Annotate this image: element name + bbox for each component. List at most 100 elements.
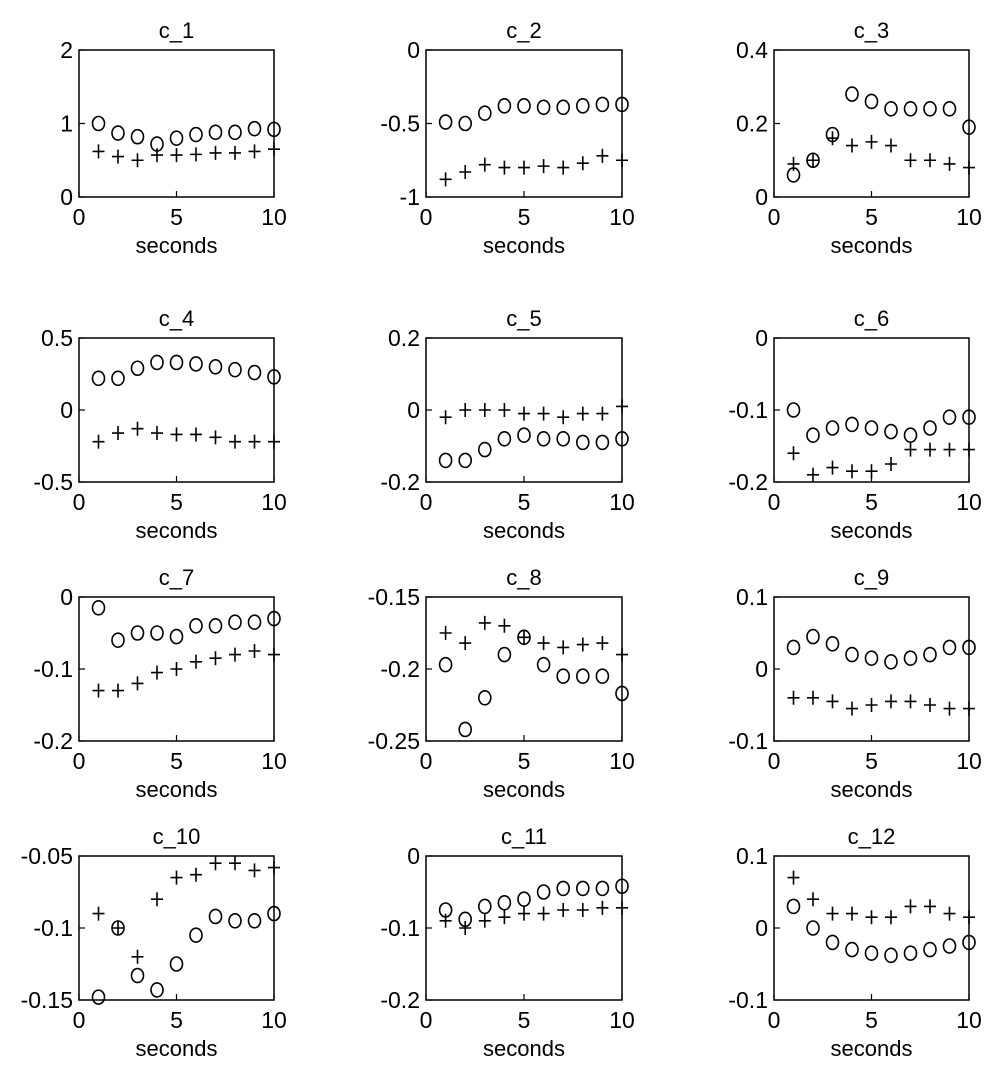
x-tick-label: 0 xyxy=(73,748,86,774)
plus-marker xyxy=(885,138,897,153)
circle-marker xyxy=(903,101,918,117)
circle-marker xyxy=(208,124,223,141)
plus-marker xyxy=(943,701,956,716)
axes-frame xyxy=(773,596,970,742)
plus-marker xyxy=(112,921,124,935)
x-tick-label: 5 xyxy=(865,489,878,515)
y-tick-label: -0.2 xyxy=(728,469,768,495)
x-tick-label: 5 xyxy=(170,748,183,774)
x-tick-label: 5 xyxy=(518,1007,531,1033)
plus-marker xyxy=(439,410,452,425)
plus-marker xyxy=(478,913,491,928)
subplot-title: c_5 xyxy=(506,306,541,331)
plus-marker xyxy=(787,156,800,171)
circle-marker xyxy=(923,101,937,117)
circle-marker xyxy=(130,625,145,641)
circle-marker xyxy=(595,880,610,897)
circle-marker xyxy=(615,430,629,447)
plus-marker xyxy=(209,651,222,666)
plus-marker xyxy=(170,662,183,676)
x-axis-label: seconds xyxy=(831,518,913,543)
plus-marker xyxy=(459,165,472,180)
plus-marker xyxy=(807,892,819,907)
subplot-title: c_12 xyxy=(848,824,896,849)
subplot-c-8: c_8 0 5 10 -0.25 -0.2 -0.15 seconds xyxy=(368,565,635,802)
plus-marker xyxy=(576,637,589,652)
circle-marker xyxy=(169,956,184,972)
circle-marker xyxy=(845,941,859,958)
plus-marker xyxy=(616,647,628,662)
plus-marker xyxy=(557,160,570,175)
plus-marker xyxy=(826,131,839,146)
y-tick-label: -0.5 xyxy=(33,469,73,495)
y-tick-label: 0 xyxy=(755,184,768,210)
plus-marker xyxy=(596,636,609,651)
circle-marker xyxy=(477,105,492,122)
x-tick-label: 10 xyxy=(261,748,287,774)
plus-marker xyxy=(229,145,241,160)
circle-marker xyxy=(595,96,610,113)
x-tick-label: 10 xyxy=(609,489,635,515)
plus-marker xyxy=(248,644,261,658)
y-tick-label: 0 xyxy=(407,843,420,869)
plus-marker xyxy=(943,156,956,171)
circle-marker xyxy=(615,685,629,702)
plus-marker xyxy=(439,626,452,640)
plus-marker xyxy=(229,647,241,662)
plus-marker xyxy=(268,647,280,662)
circle-marker xyxy=(536,99,551,116)
y-tick-label: 0 xyxy=(407,37,420,63)
subplot-c-7: c_7 0 5 10 -0.2 -0.1 0 seconds xyxy=(33,565,286,802)
plus-marker xyxy=(963,442,975,457)
circle-marker xyxy=(825,934,840,951)
plus-marker xyxy=(498,160,511,175)
circle-marker xyxy=(111,125,125,141)
y-tick-label: 0 xyxy=(755,656,768,682)
x-tick-label: 0 xyxy=(73,204,86,230)
subplot-c-6: c_6 0 5 10 -0.2 -0.1 0 seconds xyxy=(728,306,981,543)
plus-marker xyxy=(268,860,280,875)
circle-marker xyxy=(497,646,512,663)
circle-marker xyxy=(228,614,242,631)
axes-frame xyxy=(78,337,275,483)
circle-marker xyxy=(91,115,106,132)
plus-marker xyxy=(131,949,144,964)
plus-marker xyxy=(904,899,917,914)
plus-marker xyxy=(826,906,839,921)
y-tick-label: -0.1 xyxy=(33,656,73,682)
plus-marker xyxy=(190,147,202,162)
plus-marker xyxy=(498,618,511,633)
plus-marker xyxy=(963,160,975,175)
plus-marker xyxy=(151,148,163,163)
plus-marker xyxy=(459,403,472,417)
x-tick-label: 10 xyxy=(261,489,287,515)
circle-marker xyxy=(806,427,820,444)
circle-marker xyxy=(208,617,223,634)
circle-marker xyxy=(247,120,262,137)
circle-marker xyxy=(130,128,145,145)
circle-marker xyxy=(595,668,610,685)
circle-marker xyxy=(189,927,203,944)
y-tick-label: -0.1 xyxy=(728,987,768,1013)
x-tick-label: 10 xyxy=(609,1007,635,1033)
plus-marker xyxy=(924,153,936,168)
plus-marker xyxy=(596,148,609,163)
circle-marker xyxy=(962,119,976,135)
plus-marker xyxy=(248,863,261,878)
plus-marker xyxy=(190,654,202,669)
circle-marker xyxy=(247,614,262,631)
plus-marker xyxy=(924,899,936,914)
y-tick-label: -0.2 xyxy=(33,728,73,754)
y-tick-label: -0.1 xyxy=(380,915,420,941)
x-axis-label: seconds xyxy=(483,233,565,258)
circle-marker xyxy=(575,668,590,685)
x-tick-label: 5 xyxy=(518,489,531,515)
x-tick-label: 5 xyxy=(170,204,183,230)
plus-marker xyxy=(943,906,956,921)
plus-marker xyxy=(92,906,105,921)
circle-marker xyxy=(923,941,937,958)
plus-marker xyxy=(229,434,241,449)
x-tick-label: 10 xyxy=(261,1007,287,1033)
circle-marker xyxy=(536,430,551,447)
